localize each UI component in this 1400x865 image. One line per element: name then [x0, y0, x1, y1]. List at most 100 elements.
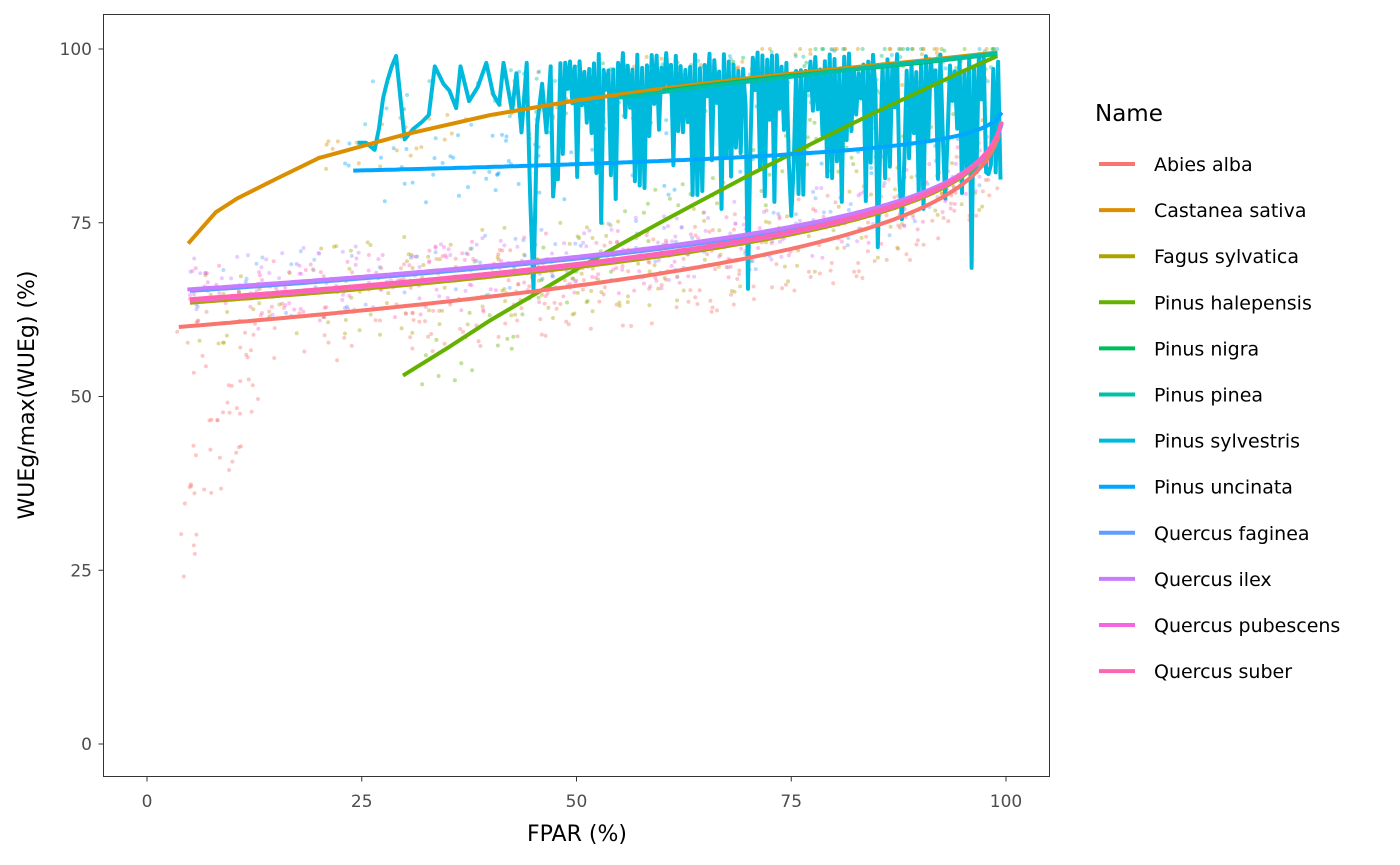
data-point — [550, 273, 555, 278]
data-point — [767, 172, 772, 177]
data-point — [267, 309, 272, 314]
data-point — [190, 269, 195, 273]
data-point — [692, 274, 697, 279]
data-point — [667, 278, 672, 282]
data-point — [284, 310, 288, 315]
data-point — [350, 270, 355, 275]
data-point — [713, 267, 718, 272]
data-point — [496, 171, 501, 176]
data-point — [902, 223, 907, 228]
data-point — [365, 240, 370, 245]
data-point — [920, 219, 925, 224]
data-point — [200, 353, 205, 358]
data-point — [943, 199, 948, 204]
data-point — [347, 266, 352, 271]
data-point — [504, 138, 508, 143]
data-point — [846, 208, 851, 212]
data-point — [282, 305, 286, 310]
data-point — [690, 235, 695, 240]
data-point — [326, 139, 331, 144]
data-point — [258, 273, 262, 278]
data-point — [322, 305, 327, 310]
data-point — [777, 216, 782, 221]
data-point — [663, 238, 668, 243]
data-point — [448, 253, 453, 257]
x-tick-label: 25 — [351, 792, 373, 812]
data-point — [953, 161, 958, 166]
data-point — [666, 224, 670, 229]
data-point — [427, 308, 431, 313]
data-point — [246, 253, 250, 258]
data-point — [659, 286, 664, 291]
data-point — [398, 266, 403, 271]
data-point — [647, 303, 652, 308]
legend-title: Name — [1095, 101, 1163, 127]
data-point — [378, 318, 382, 323]
data-point — [239, 444, 243, 449]
data-point — [191, 543, 196, 548]
data-point — [896, 223, 901, 228]
data-point — [192, 551, 197, 556]
data-point — [733, 221, 738, 226]
data-point — [215, 418, 220, 423]
data-point — [426, 334, 431, 339]
data-point — [948, 206, 953, 211]
data-point — [679, 225, 684, 230]
data-point — [289, 262, 294, 267]
data-point — [634, 219, 639, 223]
data-point — [662, 214, 667, 219]
data-point — [633, 215, 638, 220]
data-point — [539, 292, 544, 297]
data-point — [884, 213, 889, 218]
data-point — [562, 197, 567, 202]
data-point — [831, 228, 836, 233]
data-point — [384, 301, 389, 306]
data-point — [675, 275, 680, 279]
data-point — [334, 244, 339, 249]
legend-item-fagus-sylvatica: Fagus sylvatica — [1099, 246, 1299, 268]
data-point — [251, 332, 256, 337]
data-point — [408, 153, 413, 158]
data-point — [813, 196, 818, 201]
data-point — [561, 294, 566, 299]
data-point — [955, 136, 960, 141]
data-point — [391, 146, 396, 151]
data-point — [404, 147, 409, 151]
data-point — [394, 148, 399, 153]
data-point — [515, 334, 520, 339]
data-point — [869, 192, 873, 197]
data-point — [889, 53, 894, 57]
data-point — [662, 183, 667, 188]
data-point — [442, 341, 447, 346]
data-point — [436, 374, 441, 378]
data-point — [433, 244, 438, 249]
data-point — [762, 210, 766, 214]
data-point — [829, 47, 834, 51]
data-point — [645, 201, 650, 206]
data-point — [219, 486, 224, 491]
data-point — [879, 241, 884, 246]
data-point — [940, 210, 945, 215]
data-point — [951, 184, 956, 189]
data-point — [251, 307, 256, 312]
data-point — [710, 305, 715, 310]
data-point — [294, 331, 299, 336]
data-point — [417, 319, 422, 324]
data-point — [506, 159, 511, 163]
data-point — [322, 333, 327, 338]
data-point — [805, 162, 810, 167]
data-point — [287, 270, 292, 275]
y-tick-label: 0 — [81, 735, 92, 755]
data-point — [806, 93, 811, 98]
data-point — [951, 112, 956, 117]
data-point — [427, 259, 432, 264]
data-point — [256, 326, 261, 331]
data-point — [469, 283, 474, 288]
data-point — [780, 286, 785, 291]
data-point — [577, 236, 582, 240]
data-point — [817, 271, 822, 276]
data-point — [193, 266, 198, 271]
data-point — [453, 256, 458, 261]
data-point — [608, 223, 613, 228]
data-point — [594, 275, 598, 280]
